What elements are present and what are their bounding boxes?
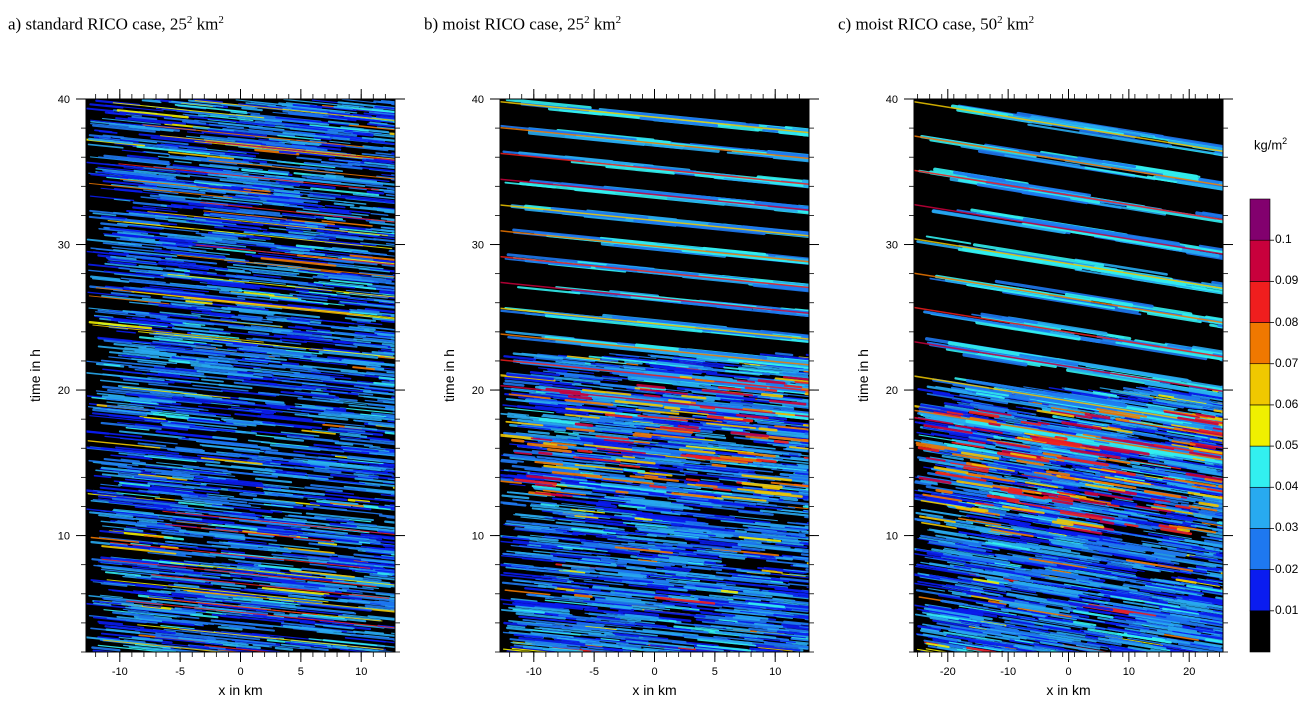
x-tick-label: 0	[651, 666, 657, 678]
colorbar-level-label: 0.05	[1275, 438, 1299, 453]
y-axis-label: time in h	[855, 349, 871, 402]
colorbar-swatch	[1249, 486, 1271, 529]
colorbar-swatch	[1249, 528, 1271, 570]
y-tick-label: 10	[886, 531, 898, 543]
x-tick-label: 5	[298, 666, 304, 678]
colorbar-swatch	[1249, 322, 1271, 365]
panel-b-title: b) moist RICO case, 252 km2	[424, 14, 622, 34]
heatmap-field	[86, 99, 395, 652]
y-tick-label: 40	[58, 94, 70, 106]
y-tick-label: 30	[886, 240, 898, 252]
x-axis-label: x in km	[632, 682, 676, 698]
colorbar-swatch	[1249, 198, 1271, 241]
y-tick-label: 30	[58, 240, 70, 252]
x-tick-label: -5	[175, 666, 185, 678]
y-tick-label: 30	[472, 240, 484, 252]
x-tick-label: -10	[112, 666, 128, 678]
x-tick-label: 10	[355, 666, 367, 678]
colorbar-level-label: 0.01	[1275, 602, 1299, 617]
colorbar-level-label: 0.1	[1275, 232, 1292, 247]
heatmap-field	[914, 99, 1223, 652]
y-tick-label: 20	[58, 385, 70, 397]
y-tick-label: 40	[472, 94, 484, 106]
panel-c-title: c) moist RICO case, 502 km2	[838, 14, 1035, 34]
x-tick-label: -10	[1000, 666, 1016, 678]
x-axis-label: x in km	[218, 682, 262, 698]
x-tick-label: 0	[1065, 666, 1071, 678]
x-tick-label: -20	[940, 666, 956, 678]
y-tick-label: 10	[58, 531, 70, 543]
colorbar-level-label: 0.09	[1275, 273, 1299, 288]
x-axis-label: x in km	[1046, 682, 1090, 698]
y-tick-label: 10	[472, 531, 484, 543]
colorbar-level-label: 0.06	[1275, 396, 1299, 411]
colorbar-swatch	[1249, 281, 1271, 323]
colorbar-unit: kg/m2	[1254, 136, 1288, 153]
colorbar-swatch	[1249, 239, 1271, 282]
colorbar-swatch	[1249, 404, 1271, 447]
x-tick-label: 0	[237, 666, 243, 678]
x-tick-label: -5	[589, 666, 599, 678]
colorbar-swatch	[1249, 363, 1271, 406]
y-axis-label: time in h	[441, 349, 457, 402]
colorbar-level-label: 0.02	[1275, 561, 1299, 576]
y-tick-label: 20	[472, 385, 484, 397]
x-tick-label: 10	[1123, 666, 1135, 678]
y-tick-label: 20	[886, 385, 898, 397]
colorbar-swatch	[1249, 569, 1271, 612]
heatmap-field	[500, 99, 809, 652]
panel-a-title: a) standard RICO case, 252 km2	[8, 14, 224, 34]
colorbar-level-label: 0.07	[1275, 355, 1299, 370]
colorbar-level-label: 0.08	[1275, 314, 1299, 329]
x-tick-label: -10	[526, 666, 542, 678]
x-tick-label: 20	[1183, 666, 1195, 678]
colorbar-swatch	[1249, 445, 1271, 488]
x-tick-label: 5	[712, 666, 718, 678]
x-tick-label: 10	[769, 666, 781, 678]
colorbar-level-label: 0.04	[1275, 479, 1299, 494]
colorbar-level-label: 0.03	[1275, 520, 1299, 535]
y-axis-label: time in h	[27, 349, 43, 402]
colorbar-swatch	[1249, 610, 1271, 653]
y-tick-label: 40	[886, 94, 898, 106]
